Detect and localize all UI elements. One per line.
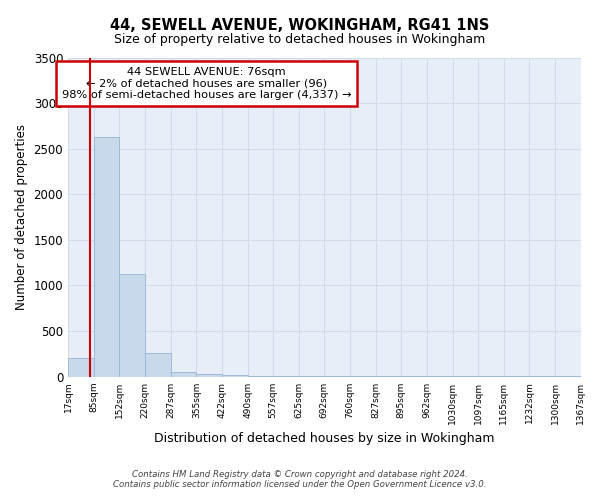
Bar <box>145 353 170 376</box>
Text: Size of property relative to detached houses in Wokingham: Size of property relative to detached ho… <box>115 32 485 46</box>
Bar <box>119 274 145 376</box>
Y-axis label: Number of detached properties: Number of detached properties <box>15 124 28 310</box>
Bar <box>170 372 196 376</box>
Bar <box>94 137 119 376</box>
Bar <box>196 374 222 376</box>
X-axis label: Distribution of detached houses by size in Wokingham: Distribution of detached houses by size … <box>154 432 494 445</box>
Text: 44, SEWELL AVENUE, WOKINGHAM, RG41 1NS: 44, SEWELL AVENUE, WOKINGHAM, RG41 1NS <box>110 18 490 32</box>
Bar <box>222 375 248 376</box>
Text: 44 SEWELL AVENUE: 76sqm
← 2% of detached houses are smaller (96)
98% of semi-det: 44 SEWELL AVENUE: 76sqm ← 2% of detached… <box>62 67 351 100</box>
Text: Contains HM Land Registry data © Crown copyright and database right 2024.
Contai: Contains HM Land Registry data © Crown c… <box>113 470 487 489</box>
Bar <box>68 358 94 376</box>
